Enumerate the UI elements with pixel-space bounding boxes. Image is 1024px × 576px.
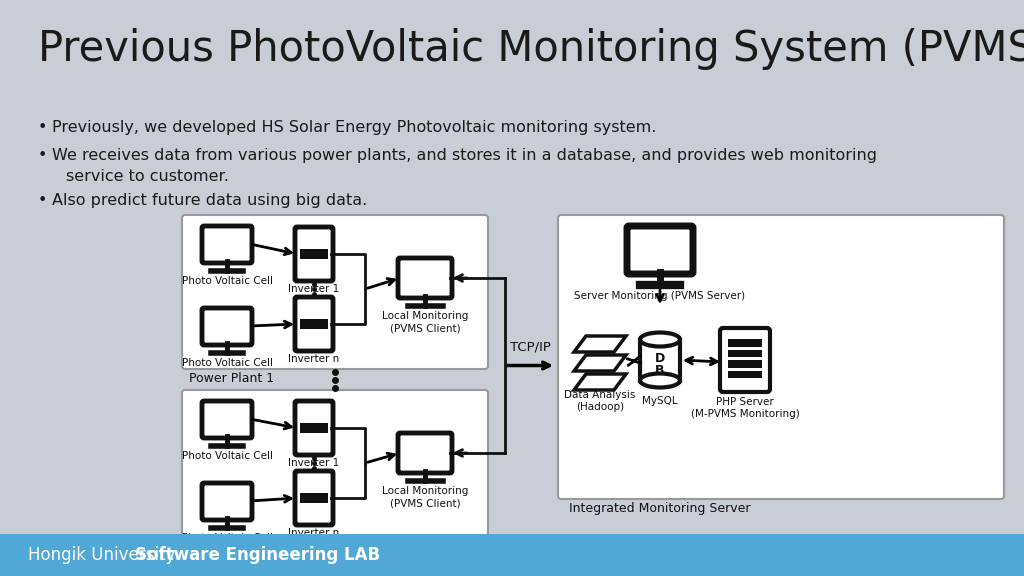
Text: Photo Voltaic Cell: Photo Voltaic Cell — [181, 451, 272, 461]
FancyBboxPatch shape — [202, 226, 252, 263]
FancyBboxPatch shape — [295, 471, 333, 525]
FancyBboxPatch shape — [202, 401, 252, 438]
FancyBboxPatch shape — [558, 215, 1004, 499]
FancyBboxPatch shape — [627, 226, 693, 274]
Text: D
B: D B — [655, 353, 666, 377]
Text: Integrated Monitoring Server: Integrated Monitoring Server — [569, 502, 751, 515]
Polygon shape — [574, 336, 626, 352]
Text: Inverter n: Inverter n — [289, 354, 340, 364]
FancyBboxPatch shape — [295, 297, 333, 351]
Ellipse shape — [640, 332, 680, 347]
Text: Power Plant 1: Power Plant 1 — [189, 372, 274, 385]
Text: MySQL: MySQL — [642, 396, 678, 406]
FancyBboxPatch shape — [295, 401, 333, 455]
Bar — [728, 339, 762, 347]
Text: We receives data from various power plants, and stores it in a database, and pro: We receives data from various power plan… — [52, 148, 877, 163]
Polygon shape — [574, 374, 626, 390]
Text: Inverter 1: Inverter 1 — [289, 284, 340, 294]
Text: Server Monitoring (PVMS Server): Server Monitoring (PVMS Server) — [574, 291, 745, 301]
Bar — [300, 319, 328, 329]
FancyBboxPatch shape — [182, 390, 488, 544]
FancyBboxPatch shape — [295, 227, 333, 281]
Bar — [728, 370, 762, 378]
Polygon shape — [574, 355, 626, 371]
Text: Local Monitoring
(PVMS Client): Local Monitoring (PVMS Client) — [382, 311, 468, 334]
Bar — [300, 249, 328, 259]
Bar — [728, 360, 762, 367]
Text: Photo Voltaic Cell: Photo Voltaic Cell — [181, 358, 272, 368]
Bar — [0, 534, 1024, 576]
Text: service to customer.: service to customer. — [66, 169, 229, 184]
Bar — [728, 350, 762, 357]
Ellipse shape — [640, 373, 680, 388]
Text: Photo Voltaic Cell: Photo Voltaic Cell — [181, 533, 272, 543]
Text: Local Monitoring
(PVMS Client): Local Monitoring (PVMS Client) — [382, 486, 468, 509]
Text: Previous PhotoVoltaic Monitoring System (PVMS): Previous PhotoVoltaic Monitoring System … — [38, 28, 1024, 70]
FancyBboxPatch shape — [182, 215, 488, 369]
FancyBboxPatch shape — [202, 308, 252, 345]
Text: Previously, we developed HS Solar Energy Photovoltaic monitoring system.: Previously, we developed HS Solar Energy… — [52, 120, 656, 135]
Text: Power Plant n: Power Plant n — [189, 547, 274, 560]
Bar — [640, 339, 680, 381]
Text: Photo Voltaic Cell: Photo Voltaic Cell — [181, 276, 272, 286]
Text: Inverter n: Inverter n — [289, 528, 340, 538]
Bar — [300, 493, 328, 503]
Text: Inverter 1: Inverter 1 — [289, 458, 340, 468]
Text: PHP Server
(M-PVMS Monitoring): PHP Server (M-PVMS Monitoring) — [690, 397, 800, 419]
Text: •: • — [38, 120, 47, 135]
Text: Hongik University: Hongik University — [28, 546, 180, 564]
FancyBboxPatch shape — [398, 433, 452, 473]
Text: TCP/IP: TCP/IP — [510, 340, 551, 354]
Text: •: • — [38, 148, 47, 163]
FancyBboxPatch shape — [398, 258, 452, 298]
Bar — [300, 423, 328, 433]
FancyBboxPatch shape — [720, 328, 770, 392]
FancyBboxPatch shape — [202, 483, 252, 520]
Text: Also predict future data using big data.: Also predict future data using big data. — [52, 193, 368, 208]
Text: Data Analysis
(Hadoop): Data Analysis (Hadoop) — [564, 390, 636, 412]
Text: Software Engineering LAB: Software Engineering LAB — [135, 546, 380, 564]
Text: •: • — [38, 193, 47, 208]
